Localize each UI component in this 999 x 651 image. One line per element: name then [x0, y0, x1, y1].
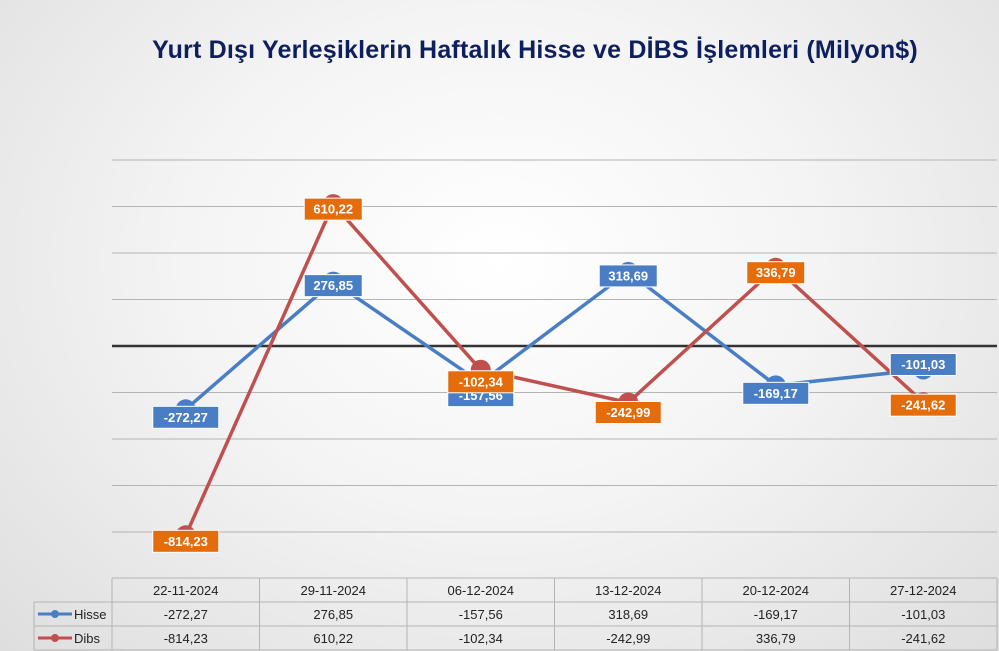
table-header-category: 27-12-2024 — [890, 583, 957, 598]
table-cell-hisse: -272,27 — [164, 607, 208, 622]
table-cell-dibs: 336,79 — [756, 631, 796, 646]
table-header-category: 20-12-2024 — [743, 583, 810, 598]
data-label-hisse: 318,69 — [608, 268, 648, 283]
table-cell-hisse: -169,17 — [754, 607, 798, 622]
data-label-box-dibs — [303, 197, 363, 221]
table-cell-hisse: 276,85 — [313, 607, 353, 622]
data-label-box-dibs — [746, 261, 806, 285]
table-header-category: 29-11-2024 — [300, 583, 366, 598]
table-cell-hisse: 318,69 — [608, 607, 648, 622]
table-header-category: 13-12-2024 — [595, 583, 662, 598]
table-cell-dibs: -814,23 — [164, 631, 208, 646]
data-label-box-dibs — [152, 529, 220, 553]
data-label-hisse: -101,03 — [901, 357, 945, 372]
data-label-hisse: 276,85 — [313, 278, 353, 293]
chart-title: Yurt Dışı Yerleşiklerin Haftalık Hisse v… — [152, 36, 918, 64]
data-label-dibs: -814,23 — [164, 534, 208, 549]
data-label-box-dibs — [889, 393, 957, 417]
data-label-dibs: 610,22 — [313, 202, 353, 217]
series-line-dibs — [184, 202, 925, 537]
data-label-dibs: -102,34 — [459, 374, 504, 389]
legend-key-marker-dibs — [51, 634, 59, 642]
legend-label-hisse: Hisse — [74, 607, 107, 622]
table-cell-hisse: -101,03 — [901, 607, 945, 622]
legend-label-dibs: Dibs — [74, 631, 101, 646]
table-cell-dibs: 610,22 — [313, 631, 353, 646]
table-header-category: 22-11-2024 — [153, 583, 219, 598]
data-label-hisse: -272,27 — [164, 410, 208, 425]
data-label-box-hisse — [598, 264, 658, 288]
table-cell-dibs: -102,34 — [459, 631, 503, 646]
data-label-dibs: -242,99 — [606, 405, 650, 420]
data-label-dibs: 336,79 — [756, 265, 796, 280]
table-header-category: 06-12-2024 — [448, 583, 515, 598]
table-cell-dibs: -242,99 — [606, 631, 650, 646]
data-label-box-dibs — [594, 400, 662, 424]
series-line-hisse — [184, 270, 924, 411]
data-label-box-hisse — [889, 352, 957, 376]
data-label-box-hisse — [742, 381, 810, 405]
data-label-box-dibs — [447, 370, 515, 394]
legend-key-marker-hisse — [51, 610, 59, 618]
data-label-box-hisse — [303, 274, 363, 298]
table-cell-dibs: -241,62 — [901, 631, 945, 646]
data-label-box-hisse — [152, 405, 220, 429]
data-label-dibs: -241,62 — [901, 398, 945, 413]
table-cell-hisse: -157,56 — [459, 607, 503, 622]
data-label-hisse: -169,17 — [754, 386, 798, 401]
